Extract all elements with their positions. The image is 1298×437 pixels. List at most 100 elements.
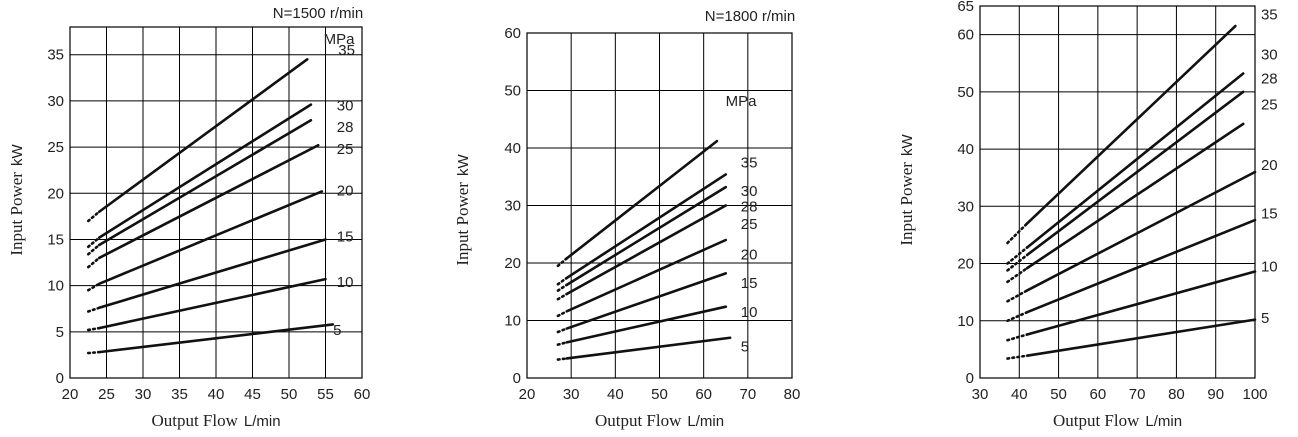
chart-1: 20 25 30 35 40 45 50 55 60 0 5 10 15 20 25 30 35 Output F… — [7, 5, 370, 430]
y-axis-title: Input Power — [453, 182, 472, 266]
y-tick-label: 10 — [504, 313, 521, 330]
x-tick-label: 60 — [695, 386, 712, 403]
series-extrapolated-10 — [556, 341, 569, 346]
series-extrapolated-5 — [86, 350, 101, 355]
series-label-35: 35 — [338, 42, 355, 59]
series-label-5: 5 — [333, 322, 341, 339]
series-line-30 — [565, 173, 728, 280]
series-label-25: 25 — [741, 216, 758, 233]
x-tick-label: 20 — [519, 386, 536, 403]
series-extrapolated-25 — [86, 256, 101, 269]
series-label-10: 10 — [741, 304, 758, 321]
series-label-30: 30 — [741, 183, 758, 200]
series-label-35: 35 — [741, 154, 758, 171]
chart-title: N=1500 r/min — [273, 5, 363, 22]
series-extrapolated-20 — [556, 310, 569, 318]
x-axis-unit: L/min — [687, 413, 724, 430]
series-extrapolated-20 — [86, 282, 101, 292]
series-extrapolated-15 — [86, 306, 101, 313]
y-tick-label: 20 — [504, 255, 521, 272]
y-tick-label: 60 — [504, 25, 521, 42]
series-line-20 — [565, 238, 728, 313]
series-line-25 — [565, 204, 728, 296]
series-line-5 — [97, 323, 335, 354]
series-label-20: 20 — [337, 182, 354, 199]
x-axis-unit: L/min — [1145, 413, 1182, 430]
series-line-25 — [97, 143, 320, 260]
y-tick-label: 10 — [47, 278, 64, 295]
y-tick-label: 10 — [957, 313, 974, 330]
series-label-10: 10 — [1261, 258, 1278, 275]
chart-title: N=1800 r/min — [705, 8, 795, 25]
y-tick-label: 40 — [504, 140, 521, 157]
x-tick-label: 25 — [98, 386, 115, 403]
x-tick-label: 80 — [784, 386, 801, 403]
x-tick-label: 40 — [607, 386, 624, 403]
y-tick-label: 30 — [957, 198, 974, 215]
series-line-5 — [565, 336, 732, 360]
x-tick-label: 20 — [62, 386, 79, 403]
plot-frame — [979, 5, 1256, 379]
y-tick-label: 50 — [504, 83, 521, 100]
plot-frame — [69, 26, 363, 379]
x-axis-title: Output Flow — [595, 411, 682, 430]
series-label-28: 28 — [1261, 71, 1278, 88]
series-line-10 — [565, 305, 728, 344]
series-line-35 — [97, 58, 309, 214]
x-tick-label: 80 — [1168, 386, 1185, 403]
x-tick-label: 50 — [651, 386, 668, 403]
series-label-35: 35 — [1261, 7, 1278, 24]
x-tick-label: 100 — [1242, 386, 1267, 403]
x-tick-label: 50 — [1050, 386, 1067, 403]
x-tick-label: 30 — [135, 386, 152, 403]
series-label-30: 30 — [337, 98, 354, 115]
series-extrapolated-5 — [556, 357, 569, 361]
y-axis-label: Input Power kW — [453, 154, 472, 266]
y-tick-label: 0 — [56, 370, 64, 387]
series-label-30: 30 — [1261, 47, 1278, 64]
series-line-15 — [565, 272, 728, 330]
series-extrapolated-5 — [1006, 354, 1029, 360]
series-label-5: 5 — [741, 338, 749, 355]
y-tick-label: 0 — [513, 370, 521, 387]
x-tick-label: 60 — [1090, 386, 1107, 403]
series-label-15: 15 — [337, 229, 354, 246]
series-extrapolated-28 — [556, 283, 569, 292]
series-line-20 — [97, 190, 324, 286]
series-label-5: 5 — [1261, 310, 1269, 327]
x-tick-label: 50 — [281, 386, 298, 403]
x-tick-label: 70 — [739, 386, 756, 403]
series-extrapolated-28 — [86, 243, 101, 256]
series-line-15 — [97, 238, 327, 310]
series-line-5 — [1025, 318, 1257, 357]
series-unit-label: MPa — [726, 93, 758, 110]
series-label-15: 15 — [1261, 206, 1278, 223]
y-tick-label: 20 — [957, 256, 974, 273]
y-tick-label: 30 — [504, 198, 521, 215]
y-tick-label: 40 — [957, 141, 974, 158]
series-line-15 — [1025, 218, 1257, 314]
series-label-20: 20 — [1261, 157, 1278, 174]
y-axis-title: Input Power — [897, 162, 916, 246]
y-tick-label: 20 — [47, 185, 64, 202]
y-tick-label: 30 — [47, 93, 64, 110]
series-label-28: 28 — [337, 119, 354, 136]
series-line-28 — [1025, 90, 1245, 257]
series-label-25: 25 — [1261, 96, 1278, 113]
y-tick-label: 35 — [47, 47, 64, 64]
y-axis-unit: kW — [9, 144, 26, 167]
y-axis-label: Input Power kW — [897, 134, 916, 246]
series-line-10 — [97, 277, 327, 330]
series-label-15: 15 — [741, 275, 758, 292]
x-axis-title: Output Flow — [151, 411, 238, 430]
x-axis-title: Output Flow — [1053, 411, 1140, 430]
series-label-25: 25 — [337, 141, 354, 158]
series-line-28 — [565, 185, 728, 287]
series-line-20 — [1025, 170, 1257, 292]
x-tick-label: 30 — [972, 386, 989, 403]
chart-3: 30 40 50 60 70 80 90 100 0 10 20 30 40 50 60 65 Output F… — [897, 0, 1278, 430]
y-tick-label: 5 — [56, 324, 64, 341]
series-extrapolated-28 — [1006, 253, 1029, 272]
series-line-35 — [1025, 24, 1237, 225]
y-axis-label: Input Power kW — [7, 144, 26, 256]
